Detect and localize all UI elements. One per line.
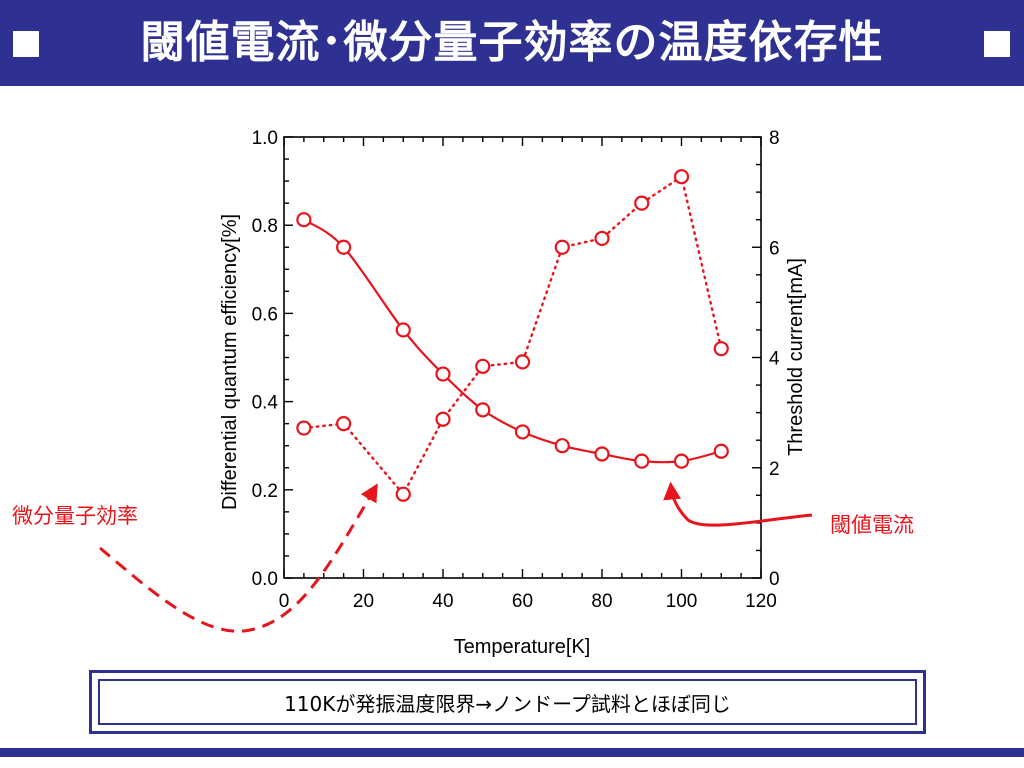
note-box: 110Kが発振温度限界→ノンドープ試料とほぼ同じ	[89, 670, 926, 734]
y2-tick-label: 8	[769, 128, 780, 149]
y2-tick-label: 2	[769, 459, 780, 480]
x-tick-label: 40	[432, 591, 453, 612]
efficiency-annotation: 微分量子効率	[12, 504, 138, 528]
quantum-efficiency-point	[554, 239, 570, 255]
y-tick-label: 0.0	[252, 569, 278, 590]
threshold-current-point	[594, 446, 610, 462]
quantum-efficiency-point	[395, 486, 411, 502]
quantum-efficiency-point	[594, 230, 610, 247]
footer-bar	[0, 748, 1024, 757]
page-title: 閾値電流･微分量子効率の温度依存性	[140, 17, 884, 68]
x-tick-label: 20	[353, 591, 374, 612]
x-tick-label: 0	[279, 591, 290, 612]
threshold-current-point	[713, 443, 729, 459]
y-tick-label: 0.8	[252, 216, 278, 237]
x-tick-label: 60	[512, 591, 533, 612]
header-bar: 閾値電流･微分量子効率の温度依存性	[0, 0, 1024, 86]
quantum-efficiency-point	[475, 358, 491, 374]
threshold-current-point	[673, 453, 690, 469]
efficiency-arrow	[99, 483, 378, 633]
quantum-efficiency-point	[713, 341, 729, 357]
axis-ticks	[283, 136, 762, 579]
threshold-arrow	[663, 481, 813, 527]
x-axis-title: Temperature[K]	[454, 636, 591, 658]
y-tick-label: 1.0	[252, 128, 278, 149]
quantum-efficiency-point	[634, 195, 650, 211]
x-tick-label: 100	[666, 591, 698, 612]
quantum-efficiency-point	[296, 420, 312, 436]
x-tick-label: 120	[745, 591, 777, 612]
x-tick-label: 80	[591, 591, 612, 612]
threshold-current-point	[634, 453, 650, 469]
quantum-efficiency-point	[514, 354, 531, 370]
square-bullet-icon	[13, 31, 39, 57]
threshold-current-point	[435, 366, 451, 382]
square-bullet-icon	[984, 31, 1010, 57]
threshold-current-point	[296, 212, 312, 228]
threshold-current-point	[336, 239, 352, 255]
threshold-current-point	[475, 402, 491, 418]
quantum-efficiency-point	[435, 411, 451, 427]
threshold-current-point	[395, 322, 411, 338]
y-tick-label: 0.6	[252, 304, 278, 325]
threshold-current-line	[303, 218, 722, 464]
y2-axis-title: Threshold current[mA]	[785, 258, 807, 456]
quantum-efficiency-point	[673, 169, 690, 185]
y2-tick-label: 6	[769, 238, 780, 259]
y2-tick-label: 4	[769, 349, 780, 370]
y-tick-label: 0.2	[252, 481, 278, 502]
threshold-current-point	[554, 438, 570, 454]
data-series	[296, 169, 729, 502]
y-axis-title: Differential quantum efficiency[%]	[219, 214, 241, 510]
y-tick-label: 0.4	[252, 393, 279, 414]
threshold-annotation: 閾値電流	[830, 513, 914, 537]
quantum-efficiency-line	[302, 174, 723, 497]
quantum-efficiency-point	[336, 416, 352, 432]
tick-labels: 0 20 40 60 80 100 120 0.0 0.2 0.4 0.6 0.8 1.0 0 2 4 6 8	[252, 128, 780, 612]
threshold-current-point	[514, 424, 531, 440]
y2-tick-label: 0	[769, 569, 780, 590]
chart: 0 20 40 60 80 100 120 0.0 0.2 0.4 0.6 0.8 1.0 0 2 4 6 8 T…	[99, 128, 813, 658]
note-text: 110Kが発振温度限界→ノンドープ試料とほぼ同じ	[98, 679, 917, 725]
